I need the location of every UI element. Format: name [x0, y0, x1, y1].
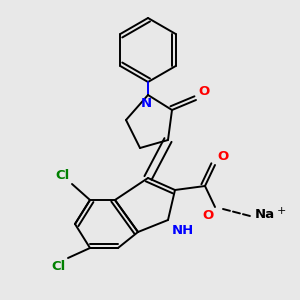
- Text: NH: NH: [172, 224, 194, 237]
- Text: Cl: Cl: [52, 260, 66, 273]
- Text: O: O: [217, 150, 228, 163]
- Text: Na: Na: [255, 208, 275, 221]
- Text: +: +: [277, 206, 286, 216]
- Text: O: O: [203, 209, 214, 222]
- Text: Cl: Cl: [56, 169, 70, 182]
- Text: N: N: [140, 97, 152, 110]
- Text: O: O: [198, 85, 209, 98]
